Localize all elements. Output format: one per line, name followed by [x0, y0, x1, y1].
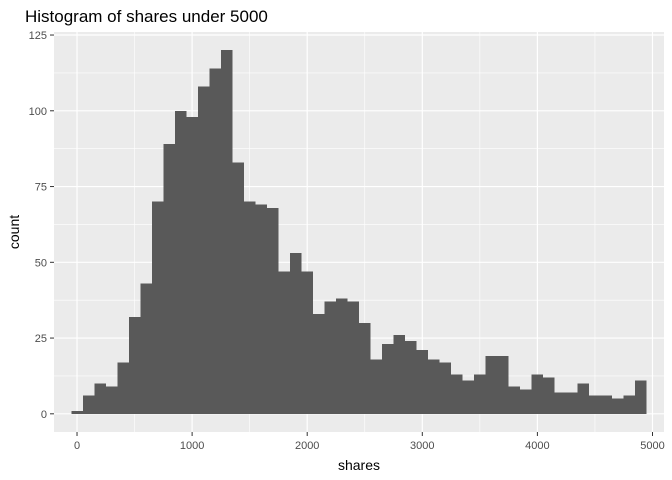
histogram-bar [543, 377, 555, 414]
histogram-bar [151, 201, 164, 414]
histogram-bar [382, 344, 394, 414]
histogram-bar [335, 298, 348, 414]
histogram-bar [197, 86, 210, 414]
histogram-bar [554, 392, 567, 414]
y-tick-label: 125 [29, 30, 47, 42]
histogram-bar [497, 356, 509, 414]
histogram-bar [577, 383, 590, 414]
histogram-bar [220, 50, 233, 414]
y-axis: 0 25 50 75 100 125 [29, 30, 54, 421]
histogram-bar [428, 359, 440, 414]
histogram-bar [508, 386, 521, 414]
histogram-bar [451, 374, 463, 414]
histogram-bar [589, 395, 601, 414]
histogram-bar [485, 356, 498, 414]
histogram-bar [289, 253, 302, 414]
histogram-bar [209, 68, 221, 414]
histogram-bar [635, 380, 647, 414]
x-tick-label: 5000 [640, 440, 664, 452]
histogram-bar [71, 410, 83, 414]
histogram-bar [174, 110, 187, 414]
histogram-bar [405, 341, 417, 414]
y-tick-label: 0 [41, 409, 47, 421]
histogram-bar [359, 322, 371, 414]
histogram-bar [140, 283, 152, 414]
histogram-bar [393, 335, 406, 414]
histogram-bar [82, 395, 95, 414]
x-tick-label: 0 [74, 440, 80, 452]
histogram-bar [117, 362, 129, 414]
histogram-bar [243, 201, 256, 414]
histogram-bar [531, 374, 544, 414]
histogram-bar [347, 301, 359, 414]
x-tick-label: 2000 [295, 440, 319, 452]
histogram-bar [324, 301, 336, 414]
y-tick-label: 100 [29, 106, 47, 118]
histogram-bar [94, 383, 106, 414]
y-axis-title: count [6, 215, 22, 249]
histogram-bar [566, 392, 578, 414]
histogram-bars [71, 50, 647, 414]
x-axis: 0 1000 2000 3000 4000 5000 [74, 432, 665, 452]
x-tick-label: 1000 [180, 440, 204, 452]
y-tick-label: 25 [35, 333, 47, 345]
histogram-bar [462, 380, 475, 414]
x-tick-label: 3000 [410, 440, 434, 452]
x-tick-label: 4000 [525, 440, 549, 452]
chart-title: Histogram of shares under 5000 [25, 7, 268, 26]
histogram-bar [474, 374, 486, 414]
histogram-bar [105, 386, 118, 414]
histogram-bar [278, 271, 290, 414]
histogram-bar [255, 204, 267, 414]
histogram-bar [312, 313, 325, 414]
histogram-bar [128, 316, 141, 414]
histogram-bar [370, 359, 383, 414]
histogram-bar [163, 144, 175, 414]
histogram-bar [416, 350, 429, 414]
y-tick-label: 75 [35, 182, 47, 194]
histogram-bar [266, 207, 279, 414]
histogram-bar [612, 398, 624, 414]
y-tick-label: 50 [35, 257, 47, 269]
histogram-bar [232, 162, 244, 414]
histogram-bar [600, 395, 613, 414]
histogram-bar [623, 395, 636, 414]
histogram-bar [186, 116, 198, 414]
x-axis-title: shares [338, 457, 380, 473]
histogram-bar [520, 389, 532, 414]
histogram-bar [301, 271, 313, 414]
histogram-bar [439, 362, 452, 414]
